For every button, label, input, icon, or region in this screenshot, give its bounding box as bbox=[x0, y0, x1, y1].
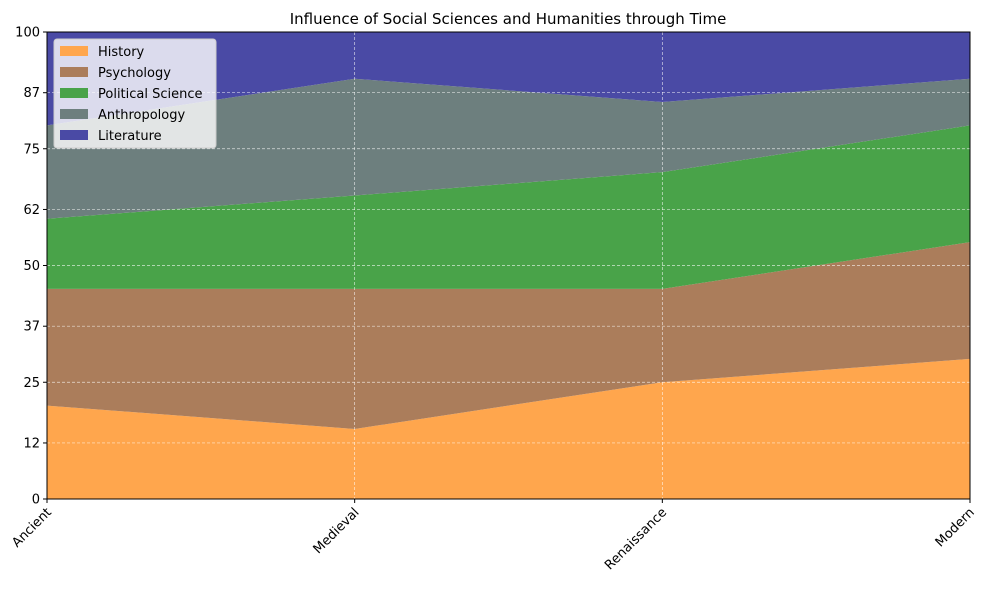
legend-label-history: History bbox=[98, 45, 145, 60]
y-tick-label: 0 bbox=[32, 493, 40, 508]
legend-swatch-history bbox=[60, 46, 88, 56]
legend-label-political-science: Political Science bbox=[98, 87, 203, 102]
y-tick-label: 75 bbox=[23, 142, 40, 157]
area-history bbox=[47, 358, 970, 499]
legend: History Psychology Political Science Anthro… bbox=[53, 38, 217, 149]
area-political-science bbox=[47, 125, 970, 289]
legend-label-anthropology: Anthropology bbox=[98, 108, 186, 123]
legend-label-psychology: Psychology bbox=[98, 66, 171, 81]
legend-swatch-political-science bbox=[60, 88, 88, 98]
area-literature bbox=[47, 32, 970, 126]
y-tick-label: 62 bbox=[23, 203, 40, 218]
y-tick-label: 12 bbox=[23, 436, 40, 451]
y-axis-ticks: 0 12 25 37 50 62 75 87 100 bbox=[15, 26, 47, 508]
y-tick-label: 100 bbox=[15, 26, 40, 41]
chart-title: Influence of Social Sciences and Humanit… bbox=[290, 10, 727, 28]
legend-label-literature: Literature bbox=[98, 129, 162, 144]
legend-swatch-psychology bbox=[60, 67, 88, 77]
legend-swatch-literature bbox=[60, 130, 88, 140]
y-tick-label: 25 bbox=[23, 376, 40, 391]
y-tick-label: 87 bbox=[23, 86, 40, 101]
y-tick-label: 37 bbox=[23, 320, 40, 335]
legend-swatch-anthropology bbox=[60, 109, 88, 119]
y-tick-label: 50 bbox=[23, 259, 40, 274]
legend-box bbox=[53, 38, 217, 149]
